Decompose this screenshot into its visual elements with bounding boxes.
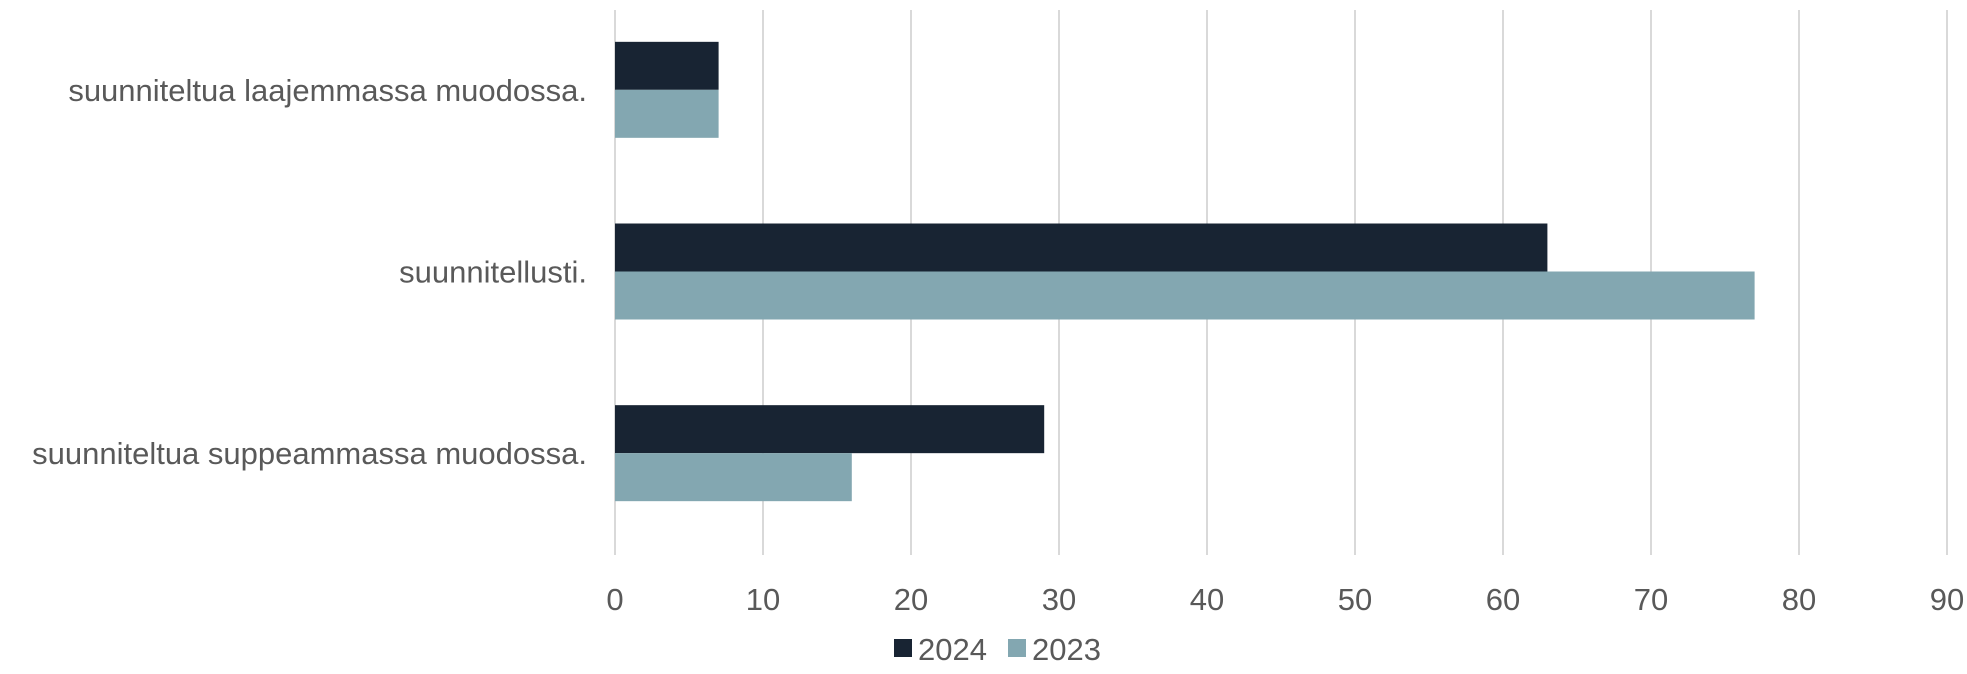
x-tick-label: 70 bbox=[1634, 582, 1668, 617]
bar-2024-2 bbox=[615, 405, 1045, 454]
x-tick-label: 30 bbox=[1042, 582, 1076, 617]
x-tick-label: 40 bbox=[1190, 582, 1224, 617]
bar-2023-0 bbox=[615, 89, 719, 138]
x-tick-label: 10 bbox=[746, 582, 780, 617]
category-label: suunniteltua suppeammassa muodossa. bbox=[32, 436, 587, 471]
bar-2023-1 bbox=[615, 271, 1755, 320]
category-label: suunniteltua laajemmassa muodossa. bbox=[68, 73, 587, 108]
x-tick-label: 50 bbox=[1338, 582, 1372, 617]
bar-2024-1 bbox=[615, 223, 1548, 272]
legend-item-2024: 2024 bbox=[894, 632, 987, 667]
bar-2023-2 bbox=[615, 453, 852, 502]
legend-swatch bbox=[1008, 639, 1026, 657]
category-label: suunnitellusti. bbox=[399, 255, 587, 290]
bar-2024-0 bbox=[615, 41, 719, 90]
legend: 2024 2023 bbox=[894, 632, 1101, 667]
bars bbox=[615, 41, 1755, 502]
x-tick-label: 90 bbox=[1930, 582, 1964, 617]
legend-label: 2024 bbox=[918, 632, 987, 667]
x-tick-label: 60 bbox=[1486, 582, 1520, 617]
category-labels: suunniteltua laajemmassa muodossa. suunni… bbox=[32, 73, 587, 471]
legend-item-2023: 2023 bbox=[1008, 632, 1101, 667]
x-axis-tick-labels: 0 10 20 30 40 50 60 70 80 90 bbox=[606, 582, 1964, 617]
x-tick-label: 20 bbox=[894, 582, 928, 617]
x-tick-label: 0 bbox=[606, 582, 623, 617]
legend-label: 2023 bbox=[1032, 632, 1101, 667]
legend-swatch bbox=[894, 639, 912, 657]
x-tick-label: 80 bbox=[1782, 582, 1816, 617]
